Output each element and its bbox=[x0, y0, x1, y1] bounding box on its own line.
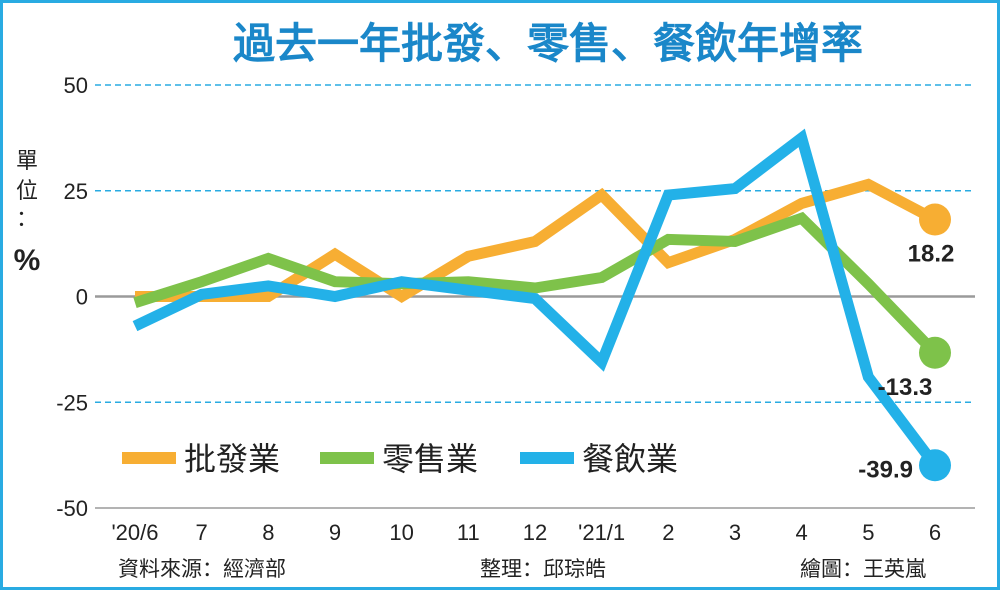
x-tick-label: 11 bbox=[457, 520, 480, 545]
illustrator-note: 繪圖：王英嵐 bbox=[800, 557, 926, 581]
legend: 批發業 零售業 餐飲業 bbox=[122, 440, 678, 478]
legend-label: 批發業 bbox=[184, 440, 280, 478]
series-line-2 bbox=[132, 128, 940, 469]
y-tick-label: -25 bbox=[56, 390, 88, 415]
compiler-note: 整理：邱琮皓 bbox=[480, 557, 606, 581]
series-line-0 bbox=[135, 178, 938, 303]
x-tick-label: 7 bbox=[196, 520, 208, 545]
x-tick-label: 5 bbox=[862, 520, 874, 545]
x-tick-label: 4 bbox=[796, 520, 808, 545]
unit-char-1: 單 bbox=[16, 148, 38, 173]
series-end-marker-0 bbox=[919, 203, 951, 236]
series-line-1 bbox=[133, 211, 939, 357]
x-tick-label: 2 bbox=[662, 520, 674, 545]
y-axis-ticks: 50 25 0 -25 -50 bbox=[56, 73, 88, 521]
series-layer bbox=[132, 128, 951, 482]
y-tick-label: 50 bbox=[64, 73, 88, 98]
unit-label: 單 位 ： % bbox=[14, 148, 41, 277]
x-tick-label: 3 bbox=[729, 520, 741, 545]
x-tick-label: 9 bbox=[329, 520, 341, 545]
end-value-label-2: -39.9 bbox=[858, 456, 913, 483]
y-tick-label: 0 bbox=[76, 285, 88, 310]
legend-label: 餐飲業 bbox=[582, 440, 678, 478]
x-tick-label: '20/6 bbox=[111, 520, 158, 545]
series-end-marker-2 bbox=[919, 449, 951, 482]
x-tick-label: 8 bbox=[262, 520, 274, 545]
end-value-label-0: 18.2 bbox=[908, 241, 955, 268]
unit-char-2: 位 bbox=[16, 178, 38, 203]
x-axis-ticks: '20/6 7 8 9 10 11 12 '21/1 2 3 4 5 6 bbox=[111, 520, 941, 545]
x-tick-label: 6 bbox=[929, 520, 941, 545]
y-tick-label: 25 bbox=[64, 179, 88, 204]
series-end-marker-1 bbox=[919, 336, 951, 369]
legend-item-1: 零售業 bbox=[320, 440, 478, 478]
unit-char-3: ： bbox=[16, 206, 38, 231]
x-tick-label: '21/1 bbox=[578, 520, 625, 545]
legend-item-0: 批發業 bbox=[122, 440, 280, 478]
y-tick-label: -50 bbox=[56, 496, 88, 521]
unit-symbol: % bbox=[14, 244, 41, 277]
end-labels: 18.2 -13.3 -39.9 bbox=[858, 241, 954, 484]
x-tick-label: 12 bbox=[523, 520, 547, 545]
legend-item-2: 餐飲業 bbox=[520, 440, 678, 478]
legend-label: 零售業 bbox=[382, 440, 478, 478]
end-value-label-1: -13.3 bbox=[878, 374, 933, 401]
source-note: 資料來源：經濟部 bbox=[118, 557, 286, 581]
chart-title: 過去一年批發、零售、餐飲年增率 bbox=[233, 19, 863, 68]
x-tick-label: 10 bbox=[389, 520, 413, 545]
